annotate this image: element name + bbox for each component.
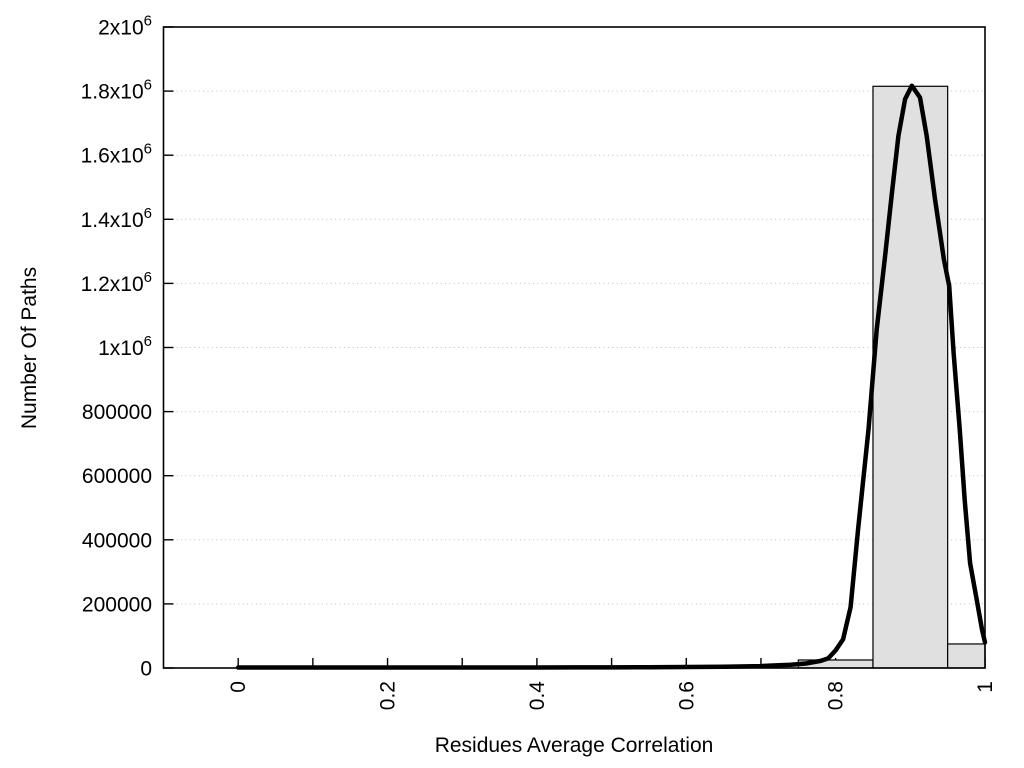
x-tick-label: 1 (974, 681, 997, 693)
histogram-bar (947, 643, 986, 669)
histogram-bar (872, 85, 949, 669)
y-tick-label: 800000 (82, 401, 152, 424)
x-tick-label: 0.8 (825, 681, 848, 710)
y-tick-label: 1x106 (98, 333, 152, 360)
y-tick-label: 1.6x106 (81, 141, 152, 168)
x-tick-label: 0 (227, 681, 250, 693)
y-tick-label: 200000 (82, 593, 152, 616)
y-tick-label: 400000 (82, 529, 152, 552)
plot-border (162, 26, 986, 669)
y-tick-label: 600000 (82, 465, 152, 488)
x-tick-label: 0.4 (526, 681, 549, 711)
y-tick-label: 2x106 (98, 13, 152, 40)
y-tick-label: 1.4x106 (81, 205, 152, 232)
y-tick-label: 1.8x106 (81, 77, 152, 104)
x-axis-title: Residues Average Correlation (434, 734, 714, 757)
y-axis-title: Number Of Paths (18, 266, 41, 430)
y-tick-label: 1.2x106 (81, 269, 152, 296)
x-tick-label: 0.6 (675, 681, 698, 710)
y-tick-label: 0 (140, 658, 152, 681)
x-tick-label: 0.2 (377, 681, 400, 710)
